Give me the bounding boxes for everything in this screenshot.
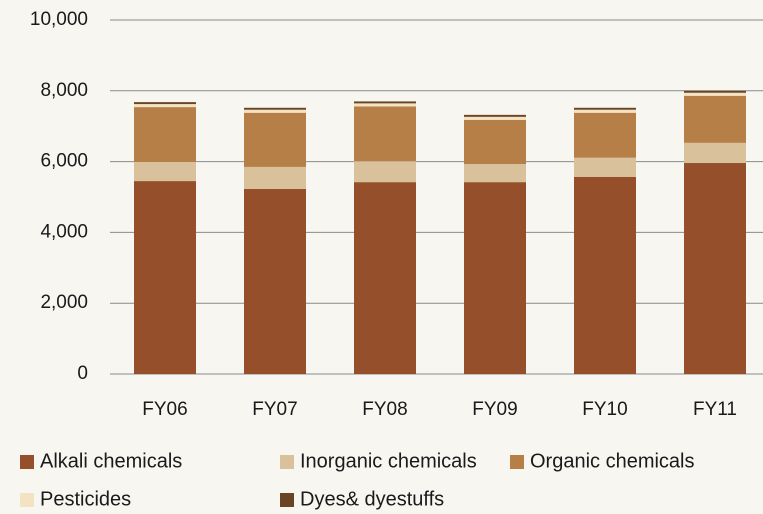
bar-segment bbox=[354, 161, 416, 183]
bar-segment bbox=[354, 106, 416, 162]
bar-segment bbox=[464, 116, 526, 120]
y-tick-label: 10,000 bbox=[30, 9, 88, 30]
y-tick-label: 8,000 bbox=[40, 80, 88, 101]
legend-label: Pesticides bbox=[40, 488, 131, 510]
x-tick-label: FY06 bbox=[142, 399, 187, 420]
bar-segment bbox=[354, 182, 416, 374]
y-tick-label: 0 bbox=[77, 363, 88, 384]
bar-segment bbox=[134, 102, 196, 105]
bar-segment bbox=[464, 114, 526, 117]
bar-segment bbox=[134, 161, 196, 182]
x-tick-label: FY10 bbox=[582, 399, 627, 420]
bar-segment bbox=[684, 90, 746, 93]
bar-segment bbox=[354, 101, 416, 104]
y-tick-label: 4,000 bbox=[40, 221, 88, 242]
bar-segment bbox=[464, 164, 526, 183]
bar-segment bbox=[684, 95, 746, 143]
legend-swatch bbox=[20, 455, 34, 469]
bar-segment bbox=[134, 107, 196, 162]
bar-segment bbox=[574, 107, 636, 110]
bar-segment bbox=[574, 176, 636, 374]
x-tick-label: FY07 bbox=[252, 399, 297, 420]
bar-segment bbox=[574, 157, 636, 177]
x-tick-label: FY11 bbox=[693, 399, 737, 420]
legend-label: Alkali chemicals bbox=[40, 450, 182, 472]
legend-swatch bbox=[280, 455, 294, 469]
bar-segment bbox=[574, 109, 636, 113]
bar-segment bbox=[684, 92, 746, 96]
bar-segment bbox=[574, 112, 636, 158]
y-tick-label: 6,000 bbox=[40, 151, 88, 172]
legend-label: Inorganic chemicals bbox=[300, 450, 477, 472]
x-tick-label: FY08 bbox=[362, 399, 407, 420]
bar-segment bbox=[684, 142, 746, 164]
legend-label: Organic chemicals bbox=[530, 450, 695, 472]
bar-segment bbox=[354, 103, 416, 107]
legend-swatch bbox=[510, 455, 524, 469]
bar-segment bbox=[464, 182, 526, 374]
bar-segment bbox=[464, 119, 526, 165]
bar-segment bbox=[134, 181, 196, 374]
x-tick-label: FY09 bbox=[472, 399, 517, 420]
bar-segment bbox=[684, 163, 746, 374]
legend-label: Dyes& dyestuffs bbox=[300, 488, 444, 510]
y-tick-label: 2,000 bbox=[40, 292, 88, 313]
bar-segment bbox=[244, 166, 306, 189]
bar-segment bbox=[134, 104, 196, 108]
legend-swatch bbox=[280, 493, 294, 507]
bar-segment bbox=[244, 109, 306, 113]
legend-swatch bbox=[20, 493, 34, 507]
bar-segment bbox=[244, 112, 306, 167]
bar-segment bbox=[244, 107, 306, 110]
bar-segment bbox=[244, 188, 306, 374]
